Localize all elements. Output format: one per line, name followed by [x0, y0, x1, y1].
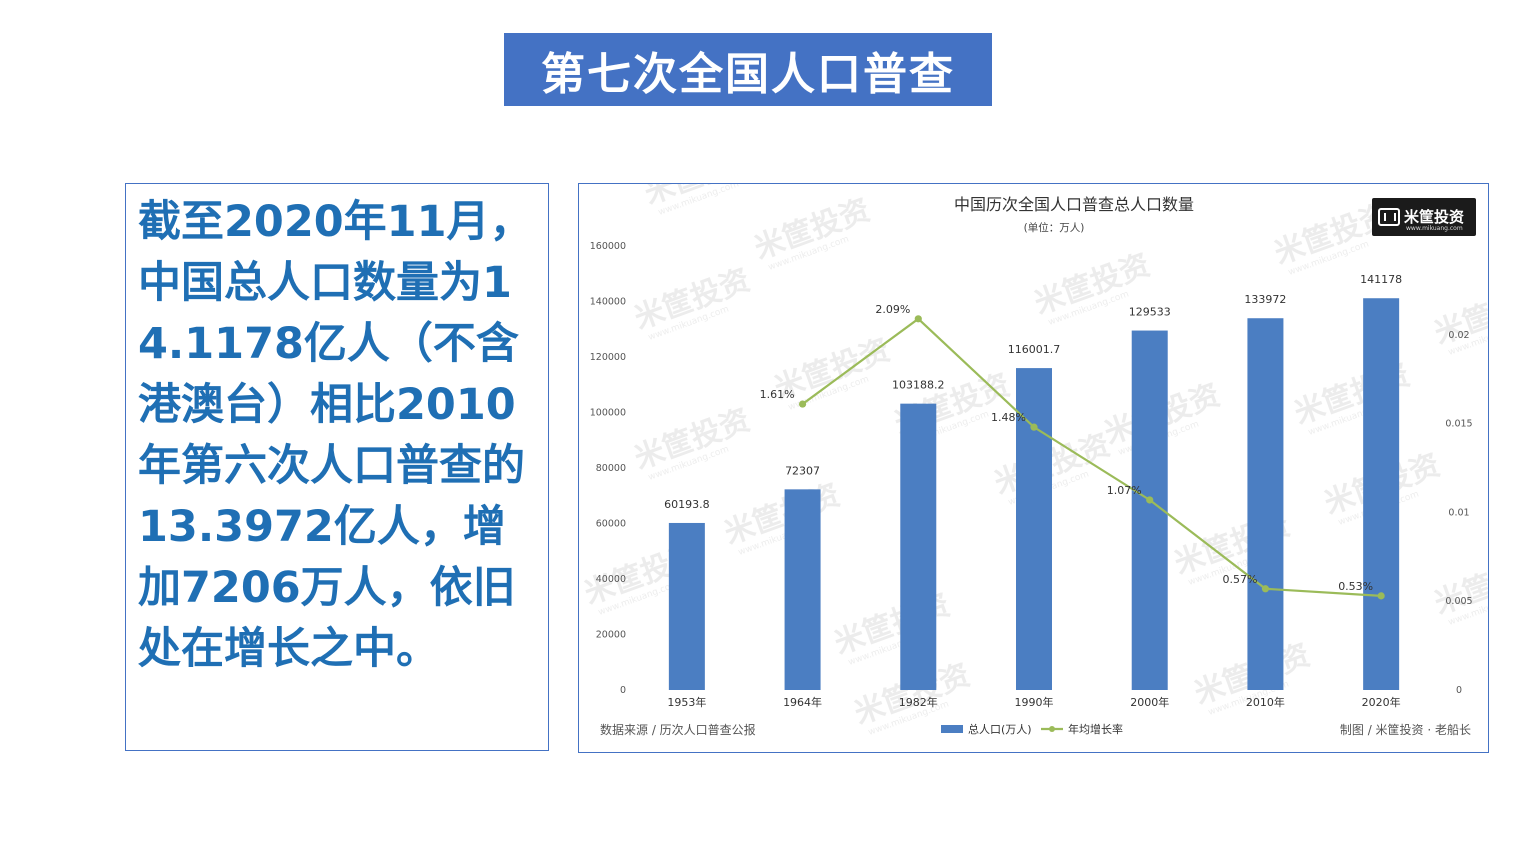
y-left-tick-label: 160000 [590, 241, 626, 252]
source-note: 数据来源 / 历次人口普查公报 [600, 722, 756, 737]
x-axis-labels: 1953年 1964年 1982年 1990年 2000年 2010年 2020年 [667, 695, 1400, 709]
y-left-tick-label: 60000 [596, 519, 626, 530]
chart-subtitle: (单位：万人) [1024, 221, 1085, 234]
y-left-tick-label: 100000 [590, 408, 626, 419]
population-bar-label: 129533 [1129, 306, 1171, 319]
population-bar [1363, 298, 1400, 690]
right-axis: 0 0.005 0.01 0.015 0.02 [1445, 330, 1472, 696]
text-box-frame [125, 183, 549, 751]
chart-frame: 米筐投资www.mikuang.com米筐投资www.mikuang.com米筐… [578, 183, 1489, 753]
brand-logo-icon [1378, 208, 1400, 226]
y-left-tick-label: 120000 [590, 352, 626, 363]
x-tick-label: 2020年 [1362, 695, 1401, 709]
slide-title: 第七次全国人口普查 [504, 33, 992, 106]
slide-body-text: 截至2020年11月，中国总人口数量为14.1178亿人（不含港澳台）相比201… [138, 197, 533, 674]
legend-line-marker [1049, 726, 1055, 732]
population-bar [1016, 368, 1052, 690]
bar-series: 60193.8 72307 103188.2 116001.7 129533 133972… [664, 273, 1402, 690]
legend-bar-swatch [941, 725, 963, 733]
growth-rate-label: 0.57% [1222, 573, 1257, 586]
line-series: 1.61% 2.09% 1.48% 1.07% 0.57% 0.53% [760, 303, 1385, 600]
population-bar [668, 522, 705, 690]
growth-rate-label: 1.07% [1107, 484, 1142, 497]
x-tick-label: 2000年 [1130, 695, 1169, 709]
growth-rate-line [801, 317, 1382, 597]
growth-rate-label: 0.53% [1338, 580, 1373, 593]
legend-line-label: 年均增长率 [1068, 722, 1123, 736]
x-tick-label: 2010年 [1246, 695, 1285, 709]
y-right-tick-label: 0.005 [1445, 596, 1472, 607]
population-bar [784, 489, 821, 690]
y-left-tick-label: 20000 [596, 630, 626, 641]
growth-rate-point [1030, 423, 1038, 431]
population-bar-label: 116001.7 [1008, 343, 1061, 356]
population-bar-label: 60193.8 [664, 498, 710, 511]
population-bar-label: 133972 [1244, 293, 1286, 306]
y-right-tick-label: 0.02 [1448, 330, 1469, 341]
y-left-tick-label: 0 [620, 685, 626, 696]
population-bar-label: 141178 [1360, 273, 1402, 286]
x-tick-label: 1990年 [1015, 695, 1054, 709]
growth-rate-point [798, 400, 807, 408]
y-left-tick-label: 80000 [596, 463, 626, 474]
x-tick-label: 1964年 [783, 695, 822, 709]
left-axis: 0 20000 40000 60000 80000 100000 120000 140000 1… [590, 241, 626, 696]
y-right-tick-label: 0.015 [1445, 419, 1472, 430]
y-left-tick-label: 40000 [596, 574, 626, 585]
brand-logo-url: www.mikuang.com [1406, 225, 1463, 232]
growth-rate-point [1377, 592, 1385, 600]
growth-rate-point [1261, 585, 1270, 593]
legend-bar-label: 总人口(万人) [968, 722, 1032, 736]
population-chart: 米筐投资www.mikuang.com米筐投资www.mikuang.com米筐… [580, 184, 1488, 738]
y-right-tick-label: 0 [1456, 685, 1462, 696]
growth-rate-label: 1.48% [991, 411, 1026, 424]
population-bar-label: 103188.2 [892, 379, 945, 392]
population-bar-label: 72307 [785, 464, 820, 477]
chart-title: 中国历次全国人口普查总人口数量 [954, 195, 1194, 214]
population-bar [900, 403, 937, 690]
growth-rate-point [914, 315, 922, 323]
credit-note: 制图 / 米筐投资 · 老船长 [1340, 722, 1471, 737]
x-tick-label: 1982年 [899, 695, 938, 709]
growth-rate-point [1146, 496, 1154, 504]
y-right-tick-label: 0.01 [1448, 507, 1469, 518]
chart-legend: 总人口(万人) 年均增长率 [941, 722, 1123, 736]
growth-rate-label: 2.09% [875, 303, 910, 316]
population-bar [1247, 318, 1284, 690]
x-tick-label: 1953年 [667, 695, 706, 709]
brand-logo: 米筐投资 www.mikuang.com [1372, 198, 1476, 236]
y-left-tick-label: 140000 [590, 297, 626, 308]
brand-logo-text: 米筐投资 [1404, 207, 1465, 226]
growth-rate-label: 1.61% [760, 388, 795, 401]
